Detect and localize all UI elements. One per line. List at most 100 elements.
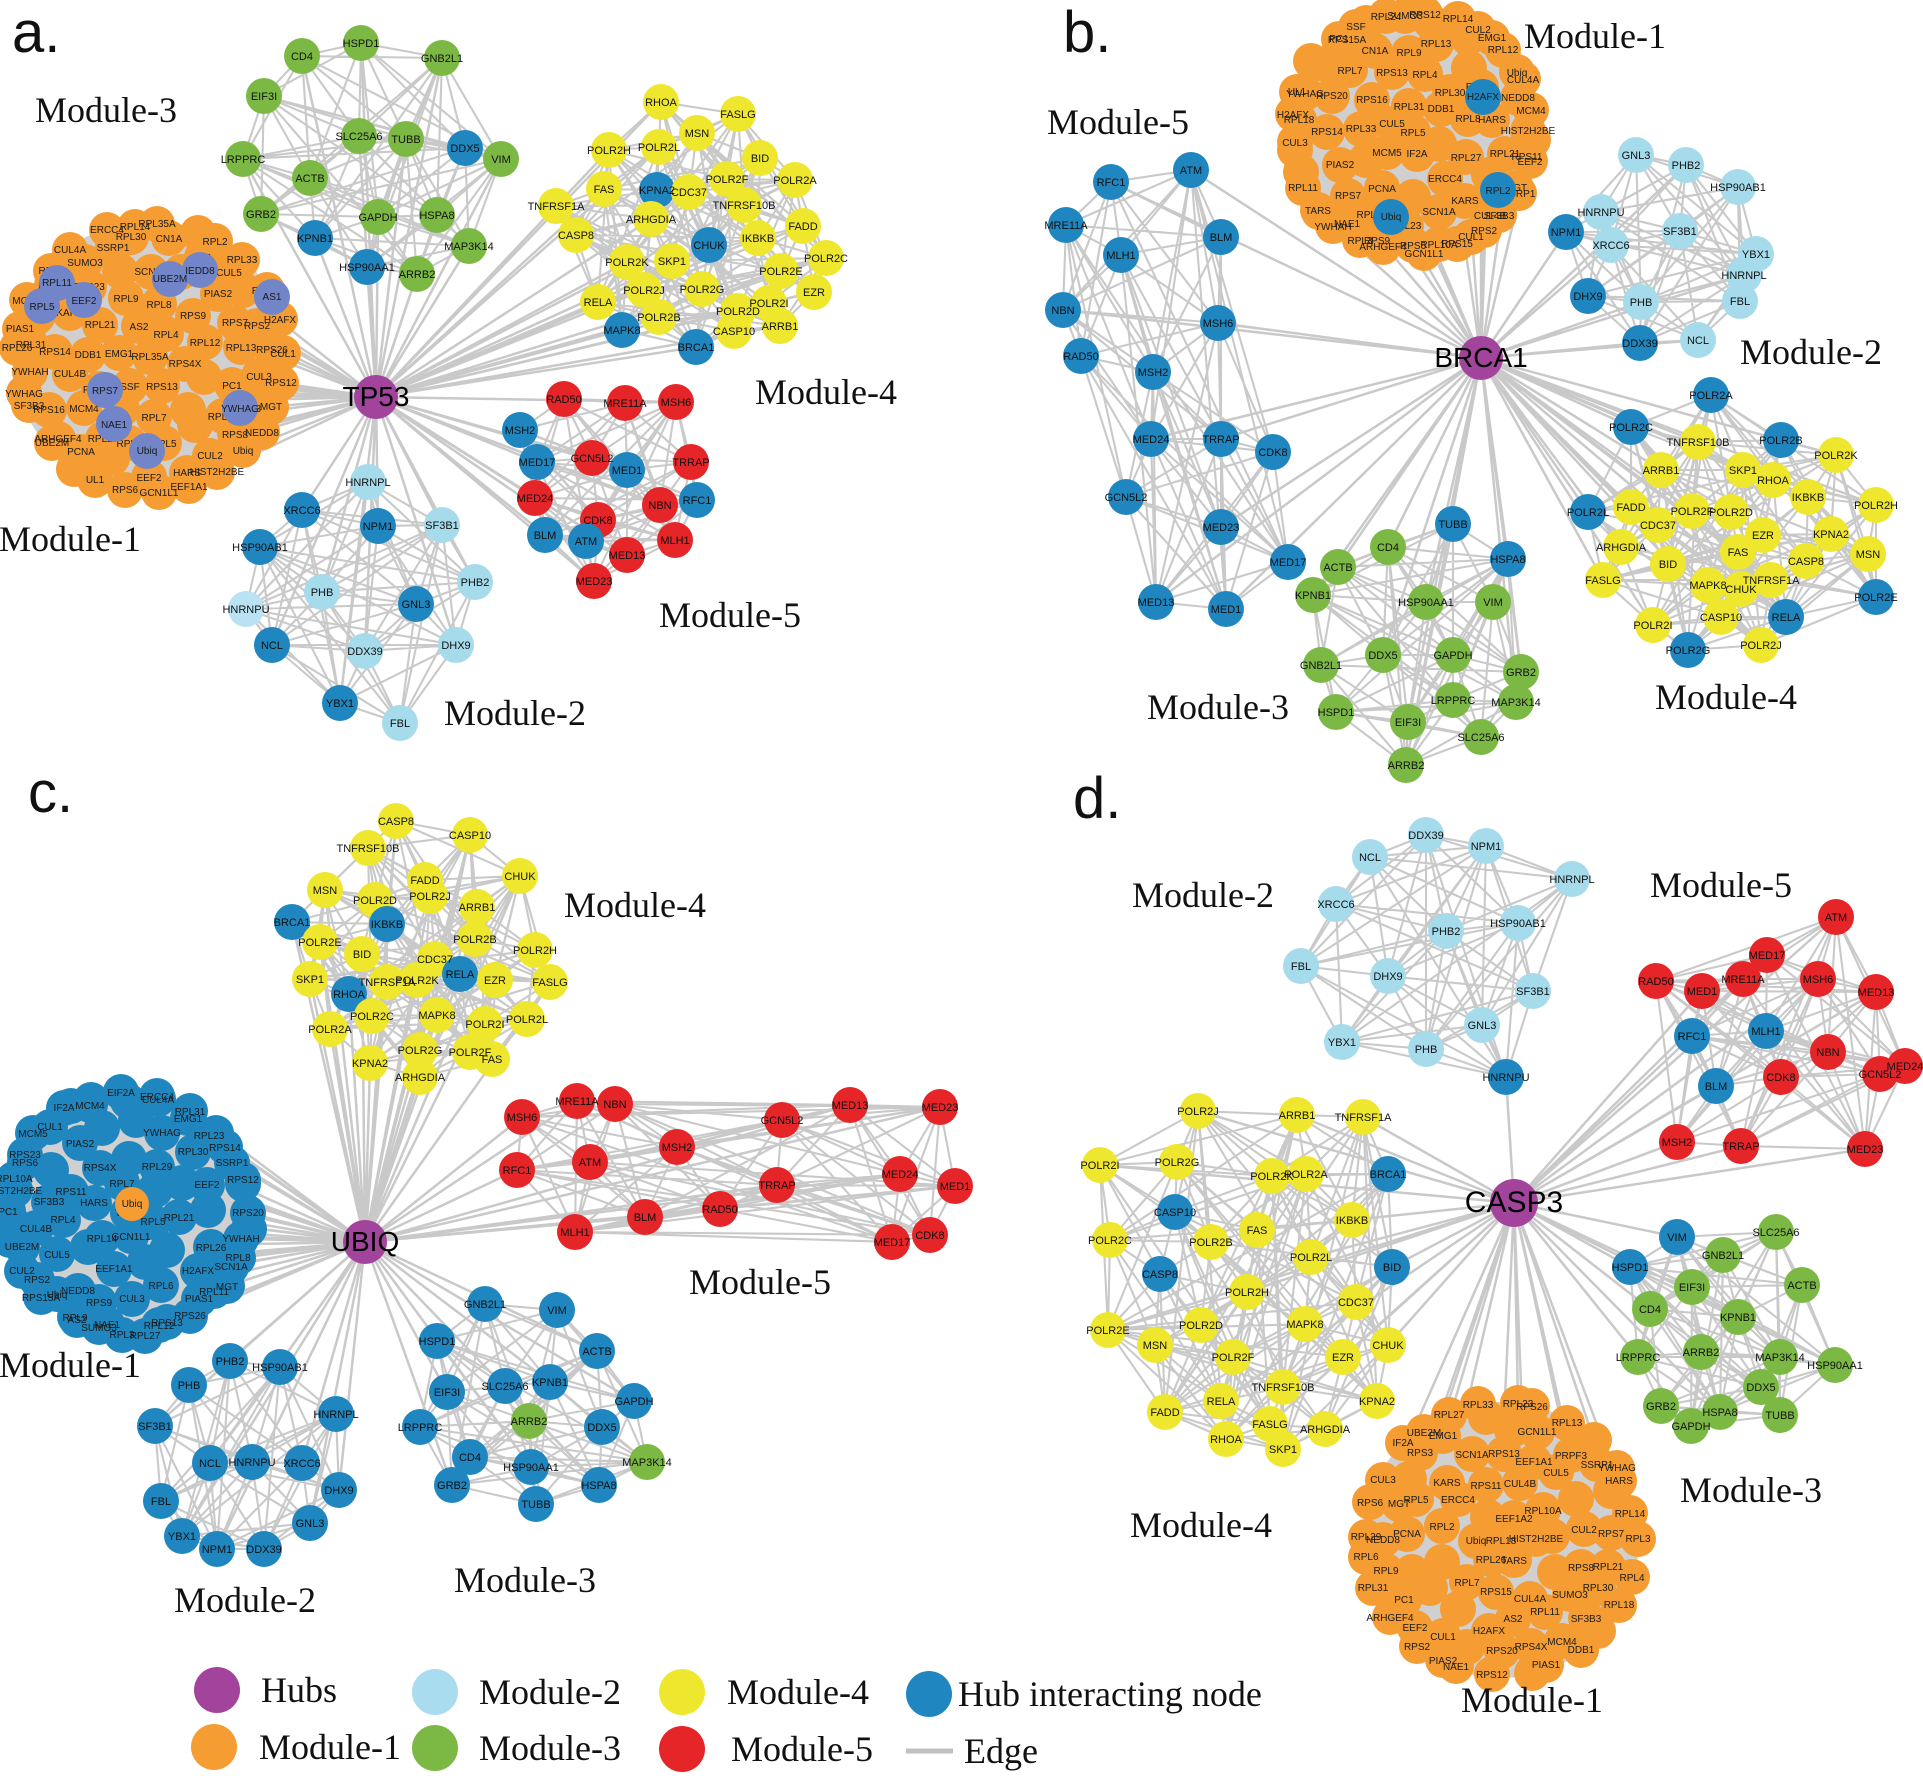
svg-text:RPL7: RPL7: [1337, 66, 1362, 77]
svg-text:HSP90AA1: HSP90AA1: [1398, 597, 1454, 609]
svg-text:CUL4B: CUL4B: [54, 369, 87, 380]
svg-text:MED13: MED13: [609, 550, 646, 562]
svg-text:RPL27: RPL27: [1434, 1410, 1465, 1421]
svg-text:POLR2C: POLR2C: [804, 253, 848, 265]
svg-text:CUL5: CUL5: [216, 268, 242, 279]
svg-text:ARHGDIA: ARHGDIA: [1300, 1424, 1351, 1436]
svg-text:MED1: MED1: [940, 1181, 971, 1193]
svg-text:Module-4: Module-4: [755, 372, 897, 412]
svg-text:Module-3: Module-3: [479, 1728, 621, 1768]
svg-text:POLR2C: POLR2C: [1609, 422, 1653, 434]
svg-text:POLR2E: POLR2E: [1086, 1325, 1129, 1337]
svg-text:TNFRSF10B: TNFRSF10B: [713, 200, 776, 212]
svg-text:NAE1: NAE1: [101, 420, 128, 431]
svg-text:RPL5: RPL5: [151, 439, 176, 450]
svg-text:GNB2L1: GNB2L1: [421, 53, 463, 65]
svg-text:CUL5: CUL5: [1543, 1468, 1569, 1479]
svg-text:CUL1: CUL1: [1430, 1632, 1456, 1643]
svg-text:SCN1A: SCN1A: [1422, 207, 1456, 218]
svg-text:NCL: NCL: [1687, 335, 1709, 347]
svg-text:POLR2G: POLR2G: [1666, 645, 1711, 657]
svg-text:IF2A: IF2A: [1406, 149, 1427, 160]
svg-text:POLR2H: POLR2H: [1225, 1287, 1269, 1299]
svg-text:RELA: RELA: [1772, 612, 1801, 624]
svg-text:CN1A: CN1A: [156, 234, 183, 245]
svg-text:GNB2L1: GNB2L1: [1300, 660, 1342, 672]
svg-text:POLR2K: POLR2K: [605, 257, 649, 269]
svg-text:ATM: ATM: [579, 1157, 601, 1169]
svg-text:SF3B1: SF3B1: [1516, 986, 1550, 998]
svg-text:POLR2B: POLR2B: [1189, 1237, 1232, 1249]
svg-text:TRRAP: TRRAP: [758, 1180, 795, 1192]
svg-text:CDK8: CDK8: [1258, 447, 1287, 459]
svg-text:RPL33: RPL33: [1463, 1400, 1494, 1411]
svg-text:MCM5: MCM5: [18, 1129, 48, 1140]
svg-text:MAPK8: MAPK8: [418, 1010, 455, 1022]
svg-text:RPS15A: RPS15A: [22, 1293, 61, 1304]
svg-text:RPS2: RPS2: [24, 1275, 51, 1286]
svg-text:MED23: MED23: [922, 1102, 959, 1114]
svg-text:DHX9: DHX9: [1573, 291, 1602, 303]
svg-text:MED1: MED1: [1211, 604, 1242, 616]
svg-text:CUL1: CUL1: [1458, 232, 1484, 243]
svg-text:RPL13: RPL13: [1552, 1418, 1583, 1429]
svg-text:HSP90AA1: HSP90AA1: [1807, 1360, 1863, 1372]
svg-text:RPL14: RPL14: [1443, 14, 1474, 25]
svg-text:POLR2H: POLR2H: [513, 945, 557, 957]
svg-text:RPS20: RPS20: [1316, 91, 1348, 102]
svg-text:NEDD8: NEDD8: [1501, 93, 1535, 104]
svg-text:RPL11: RPL11: [199, 1287, 229, 1298]
svg-text:HARS: HARS: [80, 1198, 108, 1209]
svg-text:RPL7: RPL7: [109, 1179, 134, 1190]
svg-text:CHUK: CHUK: [1725, 584, 1757, 596]
svg-text:ERCC4: ERCC4: [140, 1092, 174, 1103]
svg-text:KPNB1: KPNB1: [532, 1377, 568, 1389]
svg-text:CUL1: CUL1: [37, 1122, 63, 1133]
svg-text:MCM4: MCM4: [69, 404, 99, 415]
svg-text:MED24: MED24: [1887, 1061, 1923, 1073]
svg-text:Module-4: Module-4: [564, 885, 706, 925]
svg-text:PRPF3: PRPF3: [1555, 1451, 1588, 1462]
svg-text:NAE1: NAE1: [1334, 219, 1361, 230]
svg-text:AS2: AS2: [130, 322, 149, 333]
svg-text:CASP10: CASP10: [1154, 1207, 1196, 1219]
svg-text:MRE11A: MRE11A: [1721, 974, 1765, 986]
svg-text:RPL6: RPL6: [1356, 210, 1381, 221]
svg-text:UBE2M: UBE2M: [153, 274, 187, 285]
svg-text:Edge: Edge: [964, 1731, 1038, 1771]
svg-text:BID: BID: [1659, 559, 1677, 571]
svg-text:SF3B1: SF3B1: [1663, 226, 1697, 238]
svg-text:RAD50: RAD50: [546, 394, 581, 406]
svg-text:DHX9: DHX9: [441, 640, 470, 652]
svg-text:HNRNPU: HNRNPU: [1577, 207, 1624, 219]
svg-text:Ubiq: Ubiq: [1466, 1536, 1487, 1547]
svg-text:RPS26: RPS26: [174, 1311, 206, 1322]
svg-text:Module-5: Module-5: [1047, 102, 1189, 142]
svg-text:DDB1: DDB1: [1568, 1645, 1595, 1656]
svg-text:POLR2D: POLR2D: [1179, 1320, 1223, 1332]
svg-text:CHUK: CHUK: [1372, 1340, 1404, 1352]
svg-text:PIAS2: PIAS2: [204, 289, 233, 300]
svg-text:HNRNPL: HNRNPL: [1549, 874, 1594, 886]
svg-text:H2AFX: H2AFX: [182, 1266, 215, 1277]
svg-text:SLC25A6: SLC25A6: [1457, 732, 1504, 744]
svg-text:EMG1: EMG1: [1478, 33, 1507, 44]
svg-text:GCN5L2: GCN5L2: [1859, 1069, 1902, 1081]
svg-text:CUL3: CUL3: [1282, 138, 1308, 149]
svg-text:BLM: BLM: [634, 1212, 657, 1224]
svg-text:RPL31: RPL31: [175, 1107, 206, 1118]
svg-text:RPS13: RPS13: [151, 1318, 183, 1329]
svg-text:DDX5: DDX5: [1746, 1382, 1775, 1394]
svg-text:IKBKB: IKBKB: [371, 919, 403, 931]
svg-text:CASP8: CASP8: [378, 816, 414, 828]
svg-text:FAS: FAS: [1728, 547, 1749, 559]
svg-text:EEF2: EEF2: [1517, 157, 1542, 168]
svg-text:GCN1L1: GCN1L1: [1405, 249, 1444, 260]
svg-text:RFC1: RFC1: [503, 1165, 532, 1177]
svg-text:RPL8: RPL8: [225, 1253, 250, 1264]
svg-text:CUL4A: CUL4A: [54, 245, 87, 256]
svg-text:NBN: NBN: [1051, 305, 1074, 317]
svg-text:NPM1: NPM1: [202, 1544, 233, 1556]
svg-text:XRCC6: XRCC6: [283, 505, 320, 517]
svg-text:RPL14: RPL14: [120, 222, 151, 233]
